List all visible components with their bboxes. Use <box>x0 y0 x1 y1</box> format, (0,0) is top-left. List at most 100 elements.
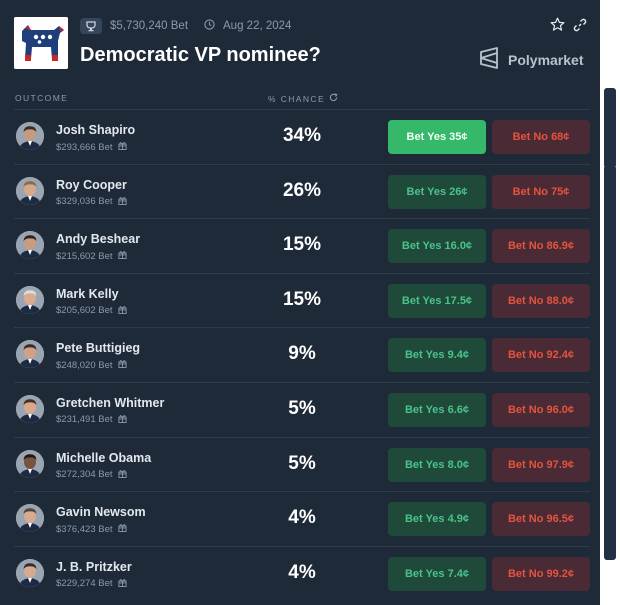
candidate-name[interactable]: Gavin Newsom <box>56 505 146 520</box>
chance-column-label: % CHANCE <box>268 93 326 104</box>
outcome-column-header: OUTCOME <box>15 93 69 103</box>
market-volume: $5,730,240 Bet <box>110 20 189 32</box>
chance-value: 4% <box>288 561 316 583</box>
democratic-donkey-logo <box>14 17 68 69</box>
bet-no-button[interactable]: Bet No 96.0¢ <box>492 392 590 427</box>
gift-icon <box>117 196 127 208</box>
chance-value: 9% <box>288 343 316 365</box>
gift-icon <box>117 250 127 262</box>
avatar <box>16 449 44 478</box>
outcome-row[interactable]: Gretchen Whitmer $231,491 Bet 5% Bet Yes… <box>14 383 590 438</box>
gift-icon <box>117 523 127 535</box>
chance-value: 4% <box>288 507 316 529</box>
candidate-volume-label: $231,491 Bet <box>56 414 113 426</box>
gift-icon <box>117 578 127 590</box>
bet-no-button[interactable]: Bet No 68¢ <box>492 120 590 154</box>
candidate-volume-label: $293,666 Bet <box>56 141 113 153</box>
chance-value: 15% <box>282 234 322 256</box>
candidate-volume: $329,036 Bet <box>56 196 127 208</box>
polymarket-logo-icon <box>478 47 500 72</box>
avatar <box>16 122 44 150</box>
link-icon[interactable] <box>573 18 587 37</box>
gift-icon <box>117 469 127 481</box>
refresh-icon[interactable] <box>329 93 338 104</box>
candidate-name[interactable]: Gretchen Whitmer <box>56 395 165 410</box>
outcome-row[interactable]: Roy Cooper $329,036 Bet 26% Bet Yes 26¢ … <box>14 165 590 220</box>
bet-no-button[interactable]: Bet No 96.5¢ <box>492 502 590 537</box>
candidate-name[interactable]: J. B. Pritzker <box>56 559 132 574</box>
candidate-volume-label: $329,036 Bet <box>56 196 113 208</box>
outcome-row[interactable]: Josh Shapiro $293,666 Bet 34% Bet Yes 35… <box>14 110 590 165</box>
chance-column-header[interactable]: % CHANCE <box>268 93 338 104</box>
gift-icon <box>117 414 127 426</box>
chance-value: 5% <box>288 452 316 474</box>
bet-yes-button[interactable]: Bet Yes 6.6¢ <box>388 392 486 427</box>
candidate-name[interactable]: Josh Shapiro <box>56 123 136 137</box>
polymarket-brand: Polymarket <box>478 47 583 72</box>
candidate-name[interactable]: Michelle Obama <box>56 450 152 465</box>
market-date: Aug 22, 2024 <box>223 20 292 32</box>
bet-no-button[interactable]: Bet No 88.0¢ <box>492 283 590 318</box>
bet-yes-button[interactable]: Bet Yes 26¢ <box>388 174 486 209</box>
candidate-name[interactable]: Mark Kelly <box>56 286 119 301</box>
avatar <box>16 504 44 533</box>
candidate-volume-label: $248,020 Bet <box>56 359 113 371</box>
avatar <box>16 558 44 587</box>
candidate-volume-label: $376,423 Bet <box>56 523 113 535</box>
bet-yes-button[interactable]: Bet Yes 9.4¢ <box>388 338 486 373</box>
outcome-row[interactable]: Andy Beshear $215,602 Bet 15% Bet Yes 16… <box>14 219 590 274</box>
market-title: Democratic VP nominee? <box>80 44 321 66</box>
bet-yes-button[interactable]: Bet Yes 8.0¢ <box>388 447 486 482</box>
trophy-icon <box>80 18 102 34</box>
candidate-volume: $231,491 Bet <box>56 414 127 426</box>
avatar <box>16 285 44 314</box>
outcome-list: Josh Shapiro $293,666 Bet 34% Bet Yes 35… <box>14 110 590 601</box>
bet-no-button[interactable]: Bet No 97.9¢ <box>492 447 590 482</box>
candidate-volume: $248,020 Bet <box>56 359 127 371</box>
candidate-volume-label: $272,304 Bet <box>56 469 113 481</box>
candidate-volume: $229,274 Bet <box>56 578 127 590</box>
polymarket-label: Polymarket <box>508 51 584 68</box>
candidate-volume-label: $205,602 Bet <box>56 305 113 317</box>
outcome-row[interactable]: Pete Buttigieg $248,020 Bet 9% Bet Yes 9… <box>14 328 590 383</box>
outcome-row[interactable]: Mark Kelly $205,602 Bet 15% Bet Yes 17.5… <box>14 274 590 329</box>
candidate-volume: $272,304 Bet <box>56 469 127 481</box>
clock-icon <box>204 19 215 33</box>
candidate-volume: $376,423 Bet <box>56 523 127 535</box>
market-meta: $5,730,240 Bet Aug 22, 2024 <box>80 17 291 35</box>
avatar <box>16 176 44 205</box>
bet-yes-button[interactable]: Bet Yes 16.0¢ <box>388 229 486 264</box>
bet-yes-button[interactable]: Bet Yes 4.9¢ <box>388 502 486 537</box>
market-card: $5,730,240 Bet Aug 22, 2024 Democratic V… <box>14 17 590 601</box>
chance-value: 15% <box>282 288 322 310</box>
outcome-row[interactable]: Gavin Newsom $376,423 Bet 4% Bet Yes 4.9… <box>14 492 590 547</box>
bet-yes-button[interactable]: Bet Yes 17.5¢ <box>388 283 486 318</box>
bet-no-button[interactable]: Bet No 92.4¢ <box>492 338 590 373</box>
header-divider <box>14 109 590 110</box>
chance-value: 26% <box>282 179 322 201</box>
bet-yes-button[interactable]: Bet Yes 7.4¢ <box>388 556 486 591</box>
candidate-name[interactable]: Roy Cooper <box>56 177 127 192</box>
star-icon[interactable] <box>550 17 565 37</box>
bet-no-button[interactable]: Bet No 75¢ <box>492 174 590 209</box>
avatar <box>16 394 44 423</box>
candidate-volume-label: $229,274 Bet <box>56 578 113 590</box>
candidate-volume: $215,602 Bet <box>56 250 127 262</box>
bet-no-button[interactable]: Bet No 86.9¢ <box>492 229 590 264</box>
gift-icon <box>117 141 127 153</box>
candidate-volume-label: $215,602 Bet <box>56 250 113 262</box>
avatar <box>16 340 44 369</box>
candidate-volume: $205,602 Bet <box>56 305 127 317</box>
bet-no-button[interactable]: Bet No 99.2¢ <box>492 556 590 591</box>
candidate-name[interactable]: Pete Buttigieg <box>56 341 141 356</box>
bet-yes-button[interactable]: Bet Yes 35¢ <box>388 120 486 154</box>
gift-icon <box>117 359 127 371</box>
outcome-row[interactable]: Michelle Obama $272,304 Bet 5% Bet Yes 8… <box>14 438 590 493</box>
candidate-name[interactable]: Andy Beshear <box>56 232 141 247</box>
outcome-row[interactable]: J. B. Pritzker $229,274 Bet 4% Bet Yes 7… <box>14 547 590 602</box>
chance-value: 5% <box>288 397 316 419</box>
candidate-volume: $293,666 Bet <box>56 141 127 153</box>
chance-value: 34% <box>282 125 322 146</box>
page-edge <box>600 0 620 605</box>
avatar <box>16 231 44 260</box>
